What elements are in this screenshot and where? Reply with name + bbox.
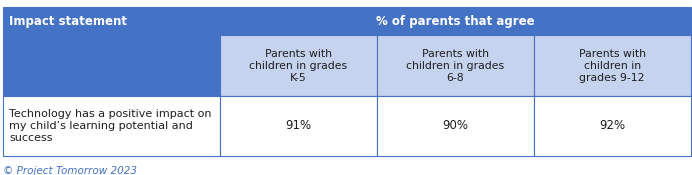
- Text: Technology has a positive impact on
my child’s learning potential and
success: Technology has a positive impact on my c…: [9, 109, 212, 143]
- Text: Parents with
children in grades
6-8: Parents with children in grades 6-8: [406, 49, 504, 82]
- Bar: [3, 96, 220, 156]
- Text: Parents with
children in grades
K-5: Parents with children in grades K-5: [249, 49, 347, 82]
- Bar: [3, 7, 220, 36]
- Bar: [3, 36, 220, 96]
- Bar: [377, 96, 534, 156]
- Bar: [534, 36, 691, 96]
- Bar: [220, 7, 691, 36]
- Bar: [220, 96, 377, 156]
- Bar: [534, 96, 691, 156]
- Text: © Project Tomorrow 2023: © Project Tomorrow 2023: [3, 166, 138, 175]
- Text: % of parents that agree: % of parents that agree: [376, 15, 535, 28]
- Text: 92%: 92%: [599, 120, 626, 132]
- Bar: [377, 36, 534, 96]
- Text: 90%: 90%: [442, 120, 468, 132]
- Bar: [220, 36, 377, 96]
- Text: 91%: 91%: [285, 120, 311, 132]
- Text: Parents with
children in
grades 9-12: Parents with children in grades 9-12: [579, 49, 646, 82]
- Text: Impact statement: Impact statement: [9, 15, 127, 28]
